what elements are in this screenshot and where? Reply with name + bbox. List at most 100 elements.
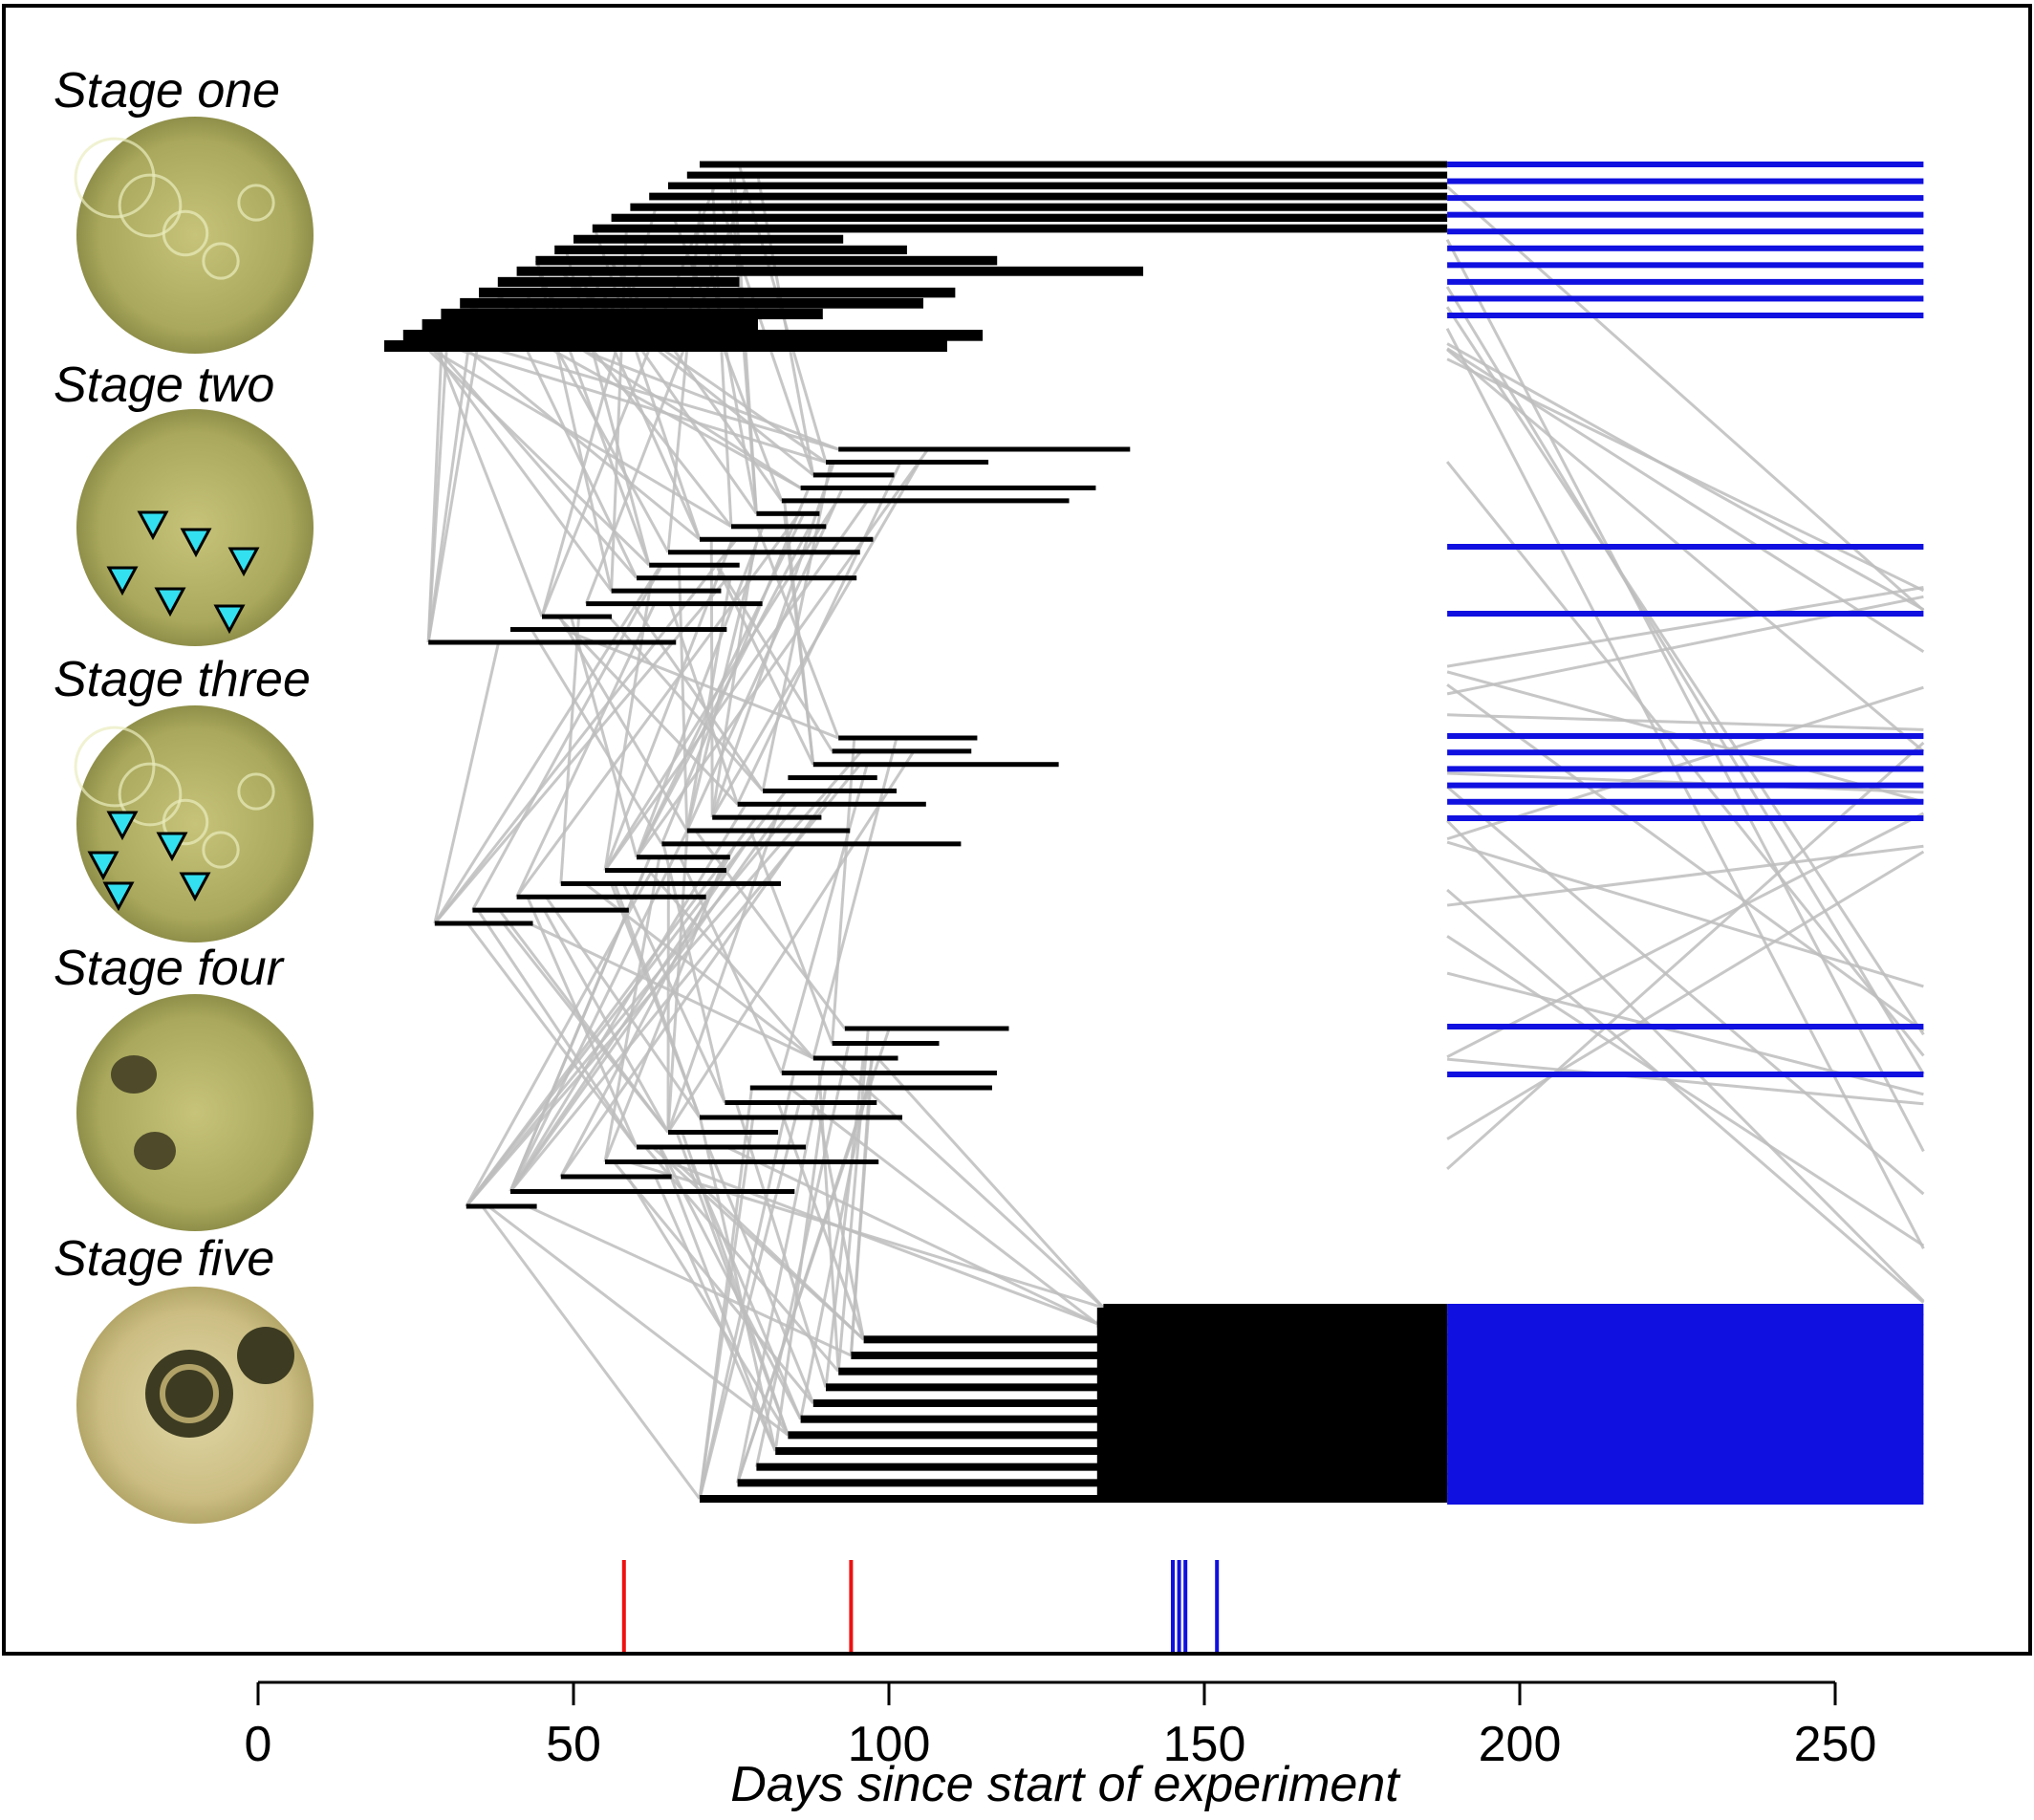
- arrow-marker-icon: [137, 510, 169, 541]
- stage-label-4: Stage four: [54, 941, 286, 996]
- stage-label-2: Stage two: [54, 358, 274, 413]
- stage-bar: [402, 329, 984, 341]
- stage-bar: [560, 1174, 672, 1180]
- transition-line: [788, 1086, 1098, 1325]
- transition-line: [725, 1145, 1098, 1326]
- transition-line: [465, 790, 788, 1207]
- transition-line: [1446, 1057, 1924, 1106]
- yolk-droplet: [202, 831, 240, 869]
- final-bar: [1447, 228, 1924, 235]
- stage-bar: [434, 921, 533, 926]
- transition-line: [603, 577, 654, 871]
- final-bar: [1447, 1483, 1924, 1495]
- stage-bar: [700, 536, 874, 542]
- final-bar: [1447, 1024, 1924, 1029]
- transition-line: [465, 803, 799, 1207]
- stage-bar: [605, 868, 726, 874]
- egg-circle: [76, 117, 314, 354]
- transition-line: [445, 334, 839, 451]
- stage-bar: [812, 762, 1059, 768]
- stage-bar: [516, 266, 1144, 276]
- stage-three-egg: [74, 705, 314, 942]
- transition-line: [716, 564, 833, 752]
- stage-bar: [838, 735, 978, 741]
- final-bar: [1447, 1363, 1924, 1376]
- egg-circle: [76, 409, 314, 646]
- stage-bar: [668, 182, 1448, 190]
- transition-line: [433, 576, 729, 924]
- transition-line: [849, 1057, 874, 1356]
- transition-line: [1445, 238, 1925, 1153]
- transition-line: [1446, 850, 1925, 1140]
- transition-line: [1446, 935, 1925, 1247]
- stage-bar: [832, 1041, 940, 1046]
- x-tick-label: 100: [848, 1717, 931, 1772]
- transition-line: [736, 1057, 827, 1484]
- stage-two-egg: [76, 409, 314, 646]
- final-bars-layer: [1447, 162, 1924, 1505]
- yolk-droplet: [237, 772, 275, 811]
- final-bar: [1447, 611, 1924, 617]
- final-bar: [1447, 1072, 1924, 1077]
- stage-bar: [763, 788, 898, 793]
- plot-frame: [2, 4, 2032, 1656]
- final-bar: [1447, 1442, 1924, 1455]
- transition-line: [736, 461, 902, 805]
- yolk-droplet: [162, 798, 209, 846]
- stage-label-1: Stage one: [54, 63, 280, 119]
- transition-line: [734, 1102, 828, 1388]
- final-bar: [1447, 1433, 1924, 1445]
- stage-bar: [700, 1495, 1448, 1503]
- transition-line: [660, 487, 811, 845]
- stage-bar: [497, 276, 740, 288]
- stage-bar: [649, 562, 740, 568]
- transition-line: [530, 628, 663, 845]
- stage-bar: [472, 907, 629, 913]
- embryo-eye: [145, 1350, 233, 1438]
- transition-line: [481, 1205, 702, 1500]
- final-bar: [1447, 278, 1924, 285]
- transition-line: [773, 1087, 828, 1452]
- transition-line: [627, 1160, 1104, 1310]
- transition-line: [527, 1204, 853, 1357]
- stage-bar: [838, 446, 1131, 452]
- transition-lines-layer: [410, 163, 1925, 1500]
- final-bar: [1447, 262, 1924, 269]
- transition-line: [698, 1116, 755, 1500]
- transition-line: [658, 1146, 777, 1452]
- stage-label-3: Stage three: [54, 652, 311, 707]
- stage-bar: [560, 880, 781, 886]
- final-bar: [1447, 1493, 1924, 1505]
- final-bar: [1447, 766, 1924, 772]
- yolk-droplet: [74, 726, 156, 808]
- arrow-marker-icon: [180, 528, 212, 558]
- final-bar: [1447, 1383, 1924, 1396]
- arrow-marker-icon: [102, 881, 135, 912]
- embryo-eye: [237, 1327, 294, 1384]
- transition-line: [811, 737, 898, 1059]
- egg-circle: [76, 705, 314, 942]
- transition-line: [748, 830, 834, 1045]
- stage-four-egg: [76, 994, 314, 1231]
- stage-bar: [812, 472, 895, 478]
- x-tick-label: 200: [1479, 1717, 1562, 1772]
- arrow-marker-icon: [106, 566, 139, 596]
- stage-one-egg: [74, 117, 314, 354]
- stage-bar: [737, 1479, 1448, 1487]
- x-tick-label: 50: [546, 1717, 601, 1772]
- final-bar: [1447, 295, 1924, 302]
- transition-line: [429, 345, 613, 593]
- transition-line: [694, 830, 846, 1029]
- stage-bar: [788, 775, 877, 781]
- transition-line: [543, 909, 670, 1134]
- yolk-droplet: [118, 762, 183, 827]
- arrow-marker-icon: [106, 811, 139, 841]
- final-bar: [1447, 1473, 1924, 1485]
- transition-line: [410, 334, 827, 464]
- transition-line: [471, 564, 663, 911]
- stage-bar: [605, 1159, 879, 1164]
- final-bar: [1447, 1393, 1924, 1405]
- transition-line: [462, 344, 701, 541]
- stage-bar: [832, 748, 972, 754]
- stage-bar: [586, 601, 763, 607]
